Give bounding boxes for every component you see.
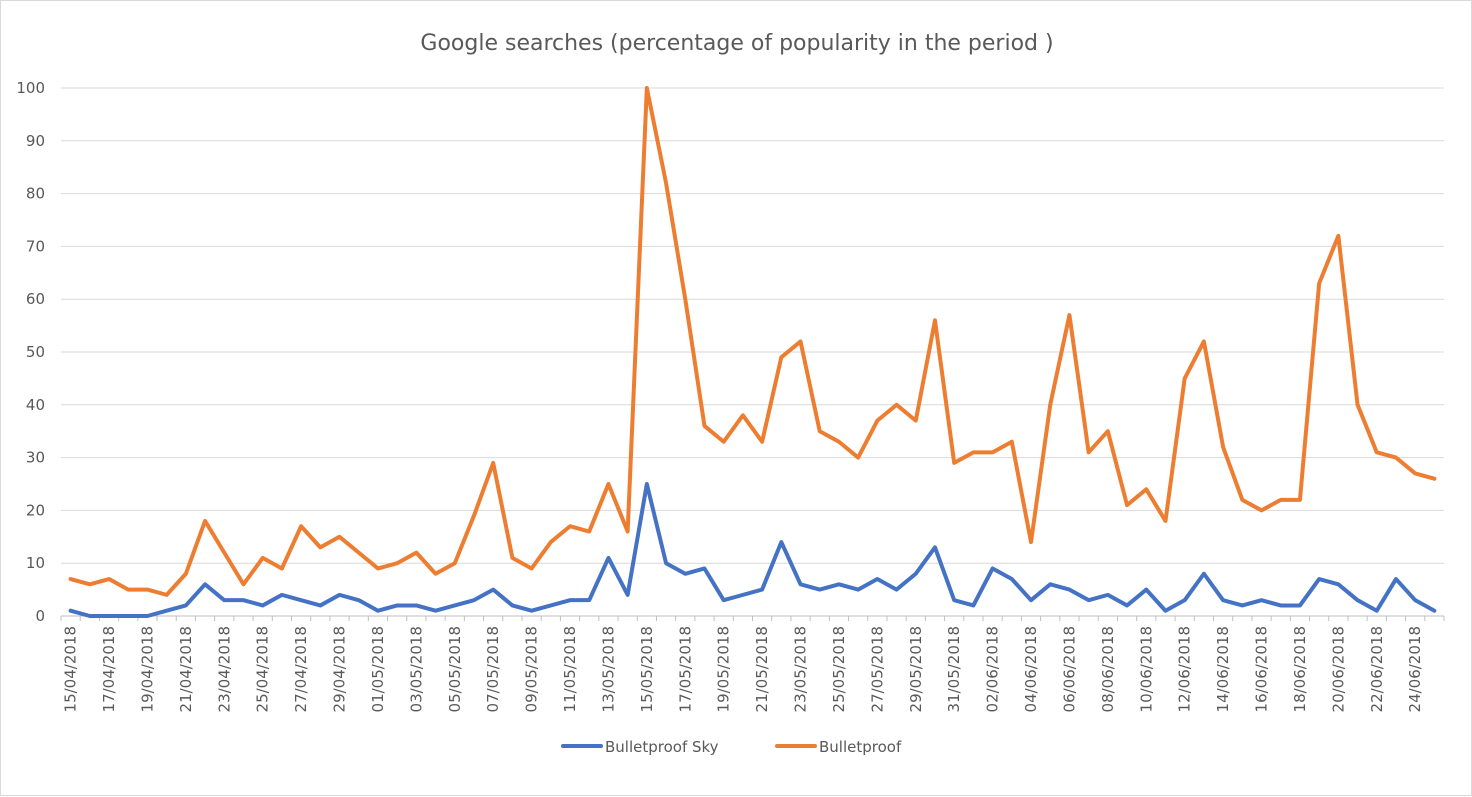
x-tick-label: 09/05/2018	[523, 626, 541, 712]
x-tick-label: 29/04/2018	[331, 626, 349, 712]
y-tick-label: 70	[26, 237, 45, 255]
y-tick-label: 50	[26, 343, 45, 361]
series-lines	[68, 86, 1437, 618]
legend-label: Bulletproof Sky	[605, 738, 719, 756]
x-tick-label: 13/05/2018	[599, 626, 617, 712]
x-tick-label: 11/05/2018	[561, 626, 579, 712]
x-tick-label: 24/06/2018	[1406, 626, 1424, 712]
x-tick-label: 27/04/2018	[292, 626, 310, 712]
x-tick-label: 17/05/2018	[676, 626, 694, 712]
x-tick-label: 05/05/2018	[446, 626, 464, 712]
legend: Bulletproof Sky Bulletproof	[561, 738, 902, 756]
x-tick-label: 23/05/2018	[792, 626, 810, 712]
x-tick-label: 21/04/2018	[177, 626, 195, 712]
x-tick-label: 31/05/2018	[945, 626, 963, 712]
x-axis: 15/04/2018 17/04/2018 19/04/2018 21/04/2018…	[60, 615, 1445, 712]
x-tick-label: 19/04/2018	[138, 626, 156, 712]
x-tick-label: 23/04/2018	[215, 626, 233, 712]
x-tick-label: 21/05/2018	[753, 626, 771, 712]
x-tick-label: 04/06/2018	[1022, 626, 1040, 712]
y-tick-label: 40	[26, 396, 45, 414]
x-tick-label: 16/06/2018	[1253, 626, 1271, 712]
x-tick-label: 17/04/2018	[100, 626, 118, 712]
x-tick-label: 18/06/2018	[1291, 626, 1309, 712]
x-tick-label: 19/05/2018	[715, 626, 733, 712]
x-tick-label: 27/05/2018	[868, 626, 886, 712]
y-tick-label: 0	[35, 607, 45, 625]
x-tick-label: 20/06/2018	[1329, 626, 1347, 712]
y-tick-label: 100	[16, 79, 45, 97]
x-tick-label: 22/06/2018	[1368, 626, 1386, 712]
x-tick-label: 25/05/2018	[830, 626, 848, 712]
x-tick-label: 12/06/2018	[1176, 626, 1194, 712]
y-tick-label: 10	[26, 554, 45, 572]
series-line-bulletproof-sky	[68, 482, 1437, 618]
legend-label: Bulletproof	[819, 738, 902, 756]
x-tick-label: 14/06/2018	[1214, 626, 1232, 712]
x-tick-label: 01/05/2018	[369, 626, 387, 712]
chart-title: Google searches (percentage of popularit…	[420, 31, 1053, 56]
x-tick-label: 02/06/2018	[984, 626, 1002, 712]
x-tick-label: 07/05/2018	[484, 626, 502, 712]
y-tick-label: 20	[26, 501, 45, 519]
x-tick-label: 29/05/2018	[907, 626, 925, 712]
x-tick-label: 08/06/2018	[1099, 626, 1117, 712]
y-tick-label: 30	[26, 449, 45, 467]
x-tick-label: 15/05/2018	[638, 626, 656, 712]
y-tick-label: 80	[26, 185, 45, 203]
x-tick-label: 25/04/2018	[254, 626, 272, 712]
x-tick-label: 10/06/2018	[1137, 626, 1155, 712]
x-tick-label: 03/05/2018	[407, 626, 425, 712]
y-tick-label: 60	[26, 290, 45, 308]
y-tick-label: 90	[26, 132, 45, 150]
gridlines	[61, 87, 1444, 564]
series-line-bulletproof	[68, 86, 1437, 597]
x-tick-label: 15/04/2018	[62, 626, 80, 712]
x-tick-label: 06/06/2018	[1060, 626, 1078, 712]
y-axis: 0 10 20 30 40 50 60 70 80 90 100	[16, 79, 45, 625]
